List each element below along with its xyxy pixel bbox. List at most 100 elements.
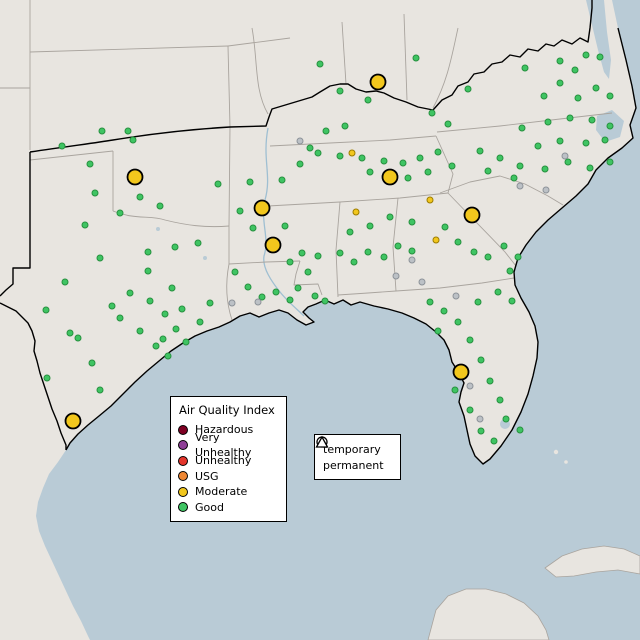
monitor-good <box>399 159 407 167</box>
monitor-moderate-temporary <box>253 199 271 217</box>
monitor-good <box>321 297 329 305</box>
monitor-good <box>476 147 484 155</box>
monitor-good <box>316 60 324 68</box>
monitor-moderate-temporary <box>264 236 282 254</box>
monitor-good <box>86 160 94 168</box>
monitor-good <box>434 327 442 335</box>
monitor-inactive <box>408 256 416 264</box>
monitor-good <box>98 127 106 135</box>
monitor-good <box>108 302 116 310</box>
monitor-good <box>571 66 579 74</box>
monitor-good <box>91 189 99 197</box>
legend-item-label: USG <box>195 469 219 483</box>
monitor-good <box>96 254 104 262</box>
monitor-good <box>606 122 614 130</box>
monitor-good <box>336 87 344 95</box>
monitor-good <box>444 120 452 128</box>
monitor-good <box>596 53 604 61</box>
monitor-inactive <box>418 278 426 286</box>
monitor-inactive <box>296 137 304 145</box>
monitor-good <box>214 180 222 188</box>
monitor-good <box>196 318 204 326</box>
monitor-good <box>116 314 124 322</box>
monitor-good <box>386 213 394 221</box>
monitor-good <box>272 288 280 296</box>
monitor-moderate-temporary <box>463 206 481 224</box>
monitor-good <box>534 142 542 150</box>
monitor-good <box>116 209 124 217</box>
monitor-good <box>556 79 564 87</box>
good-swatch-icon <box>178 502 188 513</box>
monitor-good <box>171 243 179 251</box>
monitor-moderate-temporary <box>126 168 144 186</box>
monitor-inactive <box>542 186 550 194</box>
monitor-good <box>61 278 69 286</box>
aqi-legend-title: Air Quality Index <box>179 403 275 417</box>
monitor-good <box>592 84 600 92</box>
monitor-good <box>156 202 164 210</box>
legend-item-permanent: permanent <box>315 435 392 473</box>
legend-item-label: Very Unhealthy <box>195 431 252 460</box>
monitor-good <box>336 152 344 160</box>
station-type-legend: temporary permanent <box>314 434 401 480</box>
island <box>553 449 559 455</box>
legend-item-very-unhealthy: Very Unhealthy <box>178 431 278 459</box>
monitor-good <box>506 267 514 275</box>
monitor-good <box>428 109 436 117</box>
monitor-inactive <box>466 382 474 390</box>
monitor-good <box>258 293 266 301</box>
monitor-good <box>366 168 374 176</box>
monitor-good <box>404 174 412 182</box>
monitor-good <box>298 249 306 257</box>
region-outline <box>0 0 637 465</box>
island <box>564 460 568 464</box>
monitor-good <box>451 386 459 394</box>
monitor-good <box>364 96 372 104</box>
monitor-good <box>322 127 330 135</box>
monitor-good <box>494 288 502 296</box>
legend-item-moderate: Moderate <box>178 484 278 500</box>
monitor-good <box>440 307 448 315</box>
monitor-good <box>341 122 349 130</box>
monitor-good <box>474 298 482 306</box>
monitor-good <box>484 253 492 261</box>
monitor-good <box>281 222 289 230</box>
usg-swatch-icon <box>178 471 188 482</box>
monitor-good <box>43 374 51 382</box>
monitor-good <box>601 136 609 144</box>
monitor-good <box>502 415 510 423</box>
lake <box>203 256 207 260</box>
monitor-good <box>582 51 590 59</box>
monitor-good <box>66 329 74 337</box>
monitor-good <box>564 158 572 166</box>
monitor-good <box>168 284 176 292</box>
monitor-good <box>426 298 434 306</box>
monitor-good <box>510 174 518 182</box>
lake <box>156 227 160 231</box>
monitor-good <box>490 437 498 445</box>
monitor-good <box>464 85 472 93</box>
chesapeake-bay <box>586 0 611 79</box>
monitor-good <box>136 193 144 201</box>
monitor-moderate-temporary <box>381 168 399 186</box>
monitor-good <box>358 154 366 162</box>
monitor-good <box>81 221 89 229</box>
monitor-inactive <box>254 298 262 306</box>
monitor-good <box>172 325 180 333</box>
monitor-good <box>346 228 354 236</box>
triangle-symbol-icon <box>315 435 329 448</box>
monitor-good <box>544 118 552 126</box>
markers-layer <box>42 51 614 445</box>
legend-item-label: Good <box>195 500 224 514</box>
legend-item-label: Hazardous <box>195 423 254 437</box>
aqi-legend: Air Quality Index Hazardous Very Unhealt… <box>170 396 287 522</box>
monitor-good <box>194 239 202 247</box>
monitor-good <box>516 426 524 434</box>
hazardous-swatch-icon <box>178 424 188 435</box>
monitor-good <box>454 318 462 326</box>
monitor-good <box>588 116 596 124</box>
monitor-good <box>42 306 50 314</box>
monitor-good <box>246 178 254 186</box>
monitor-good <box>164 352 172 360</box>
monitor-inactive <box>516 182 524 190</box>
